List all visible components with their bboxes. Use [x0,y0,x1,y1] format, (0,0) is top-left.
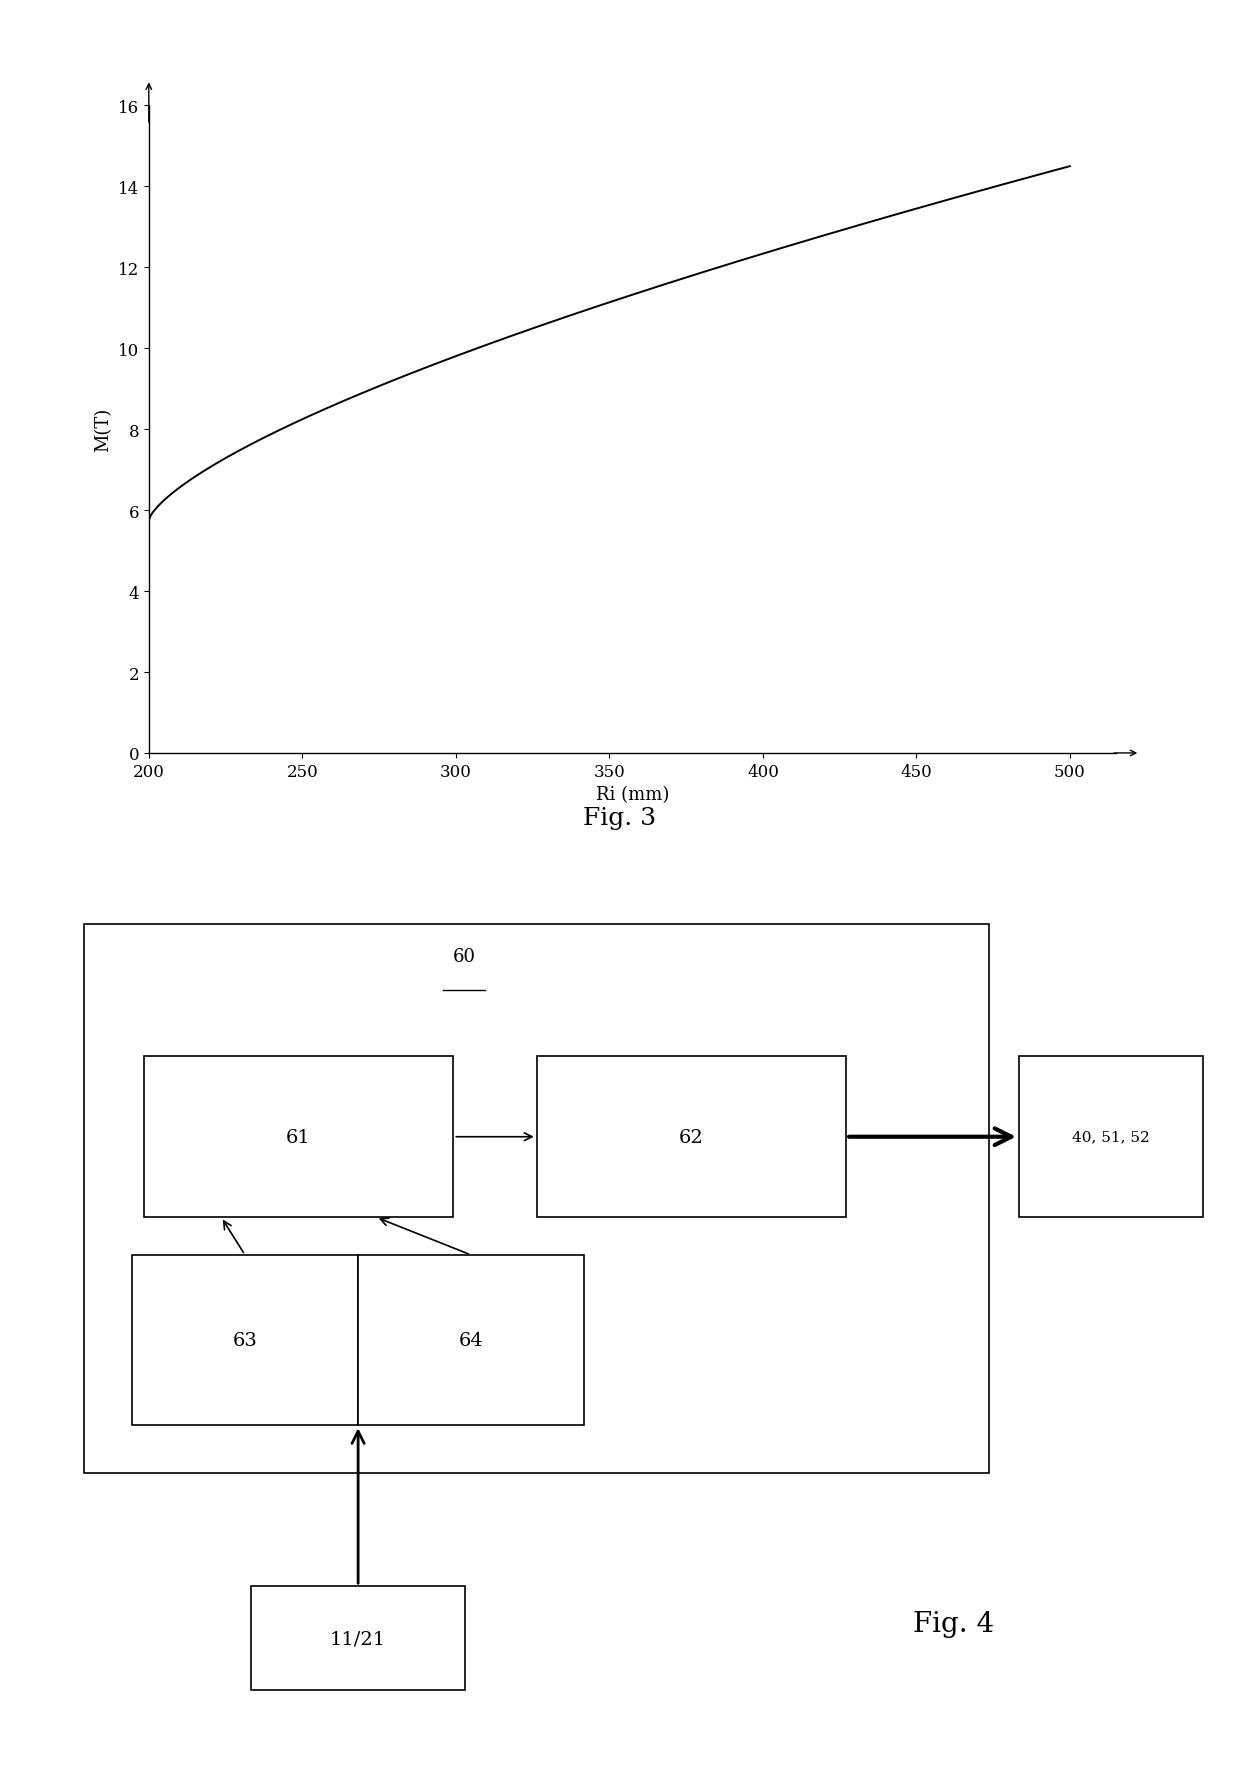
Bar [358,1255,584,1425]
Text: 40, 51, 52: 40, 51, 52 [1073,1129,1149,1144]
Text: 11/21: 11/21 [330,1629,386,1647]
Bar [537,1057,846,1218]
Text: 61: 61 [286,1128,311,1145]
Text: Fig. 3: Fig. 3 [584,807,656,830]
Y-axis label: M(T): M(T) [94,408,113,452]
Bar [131,1255,358,1425]
Bar [144,1057,454,1218]
Text: 62: 62 [680,1128,704,1145]
X-axis label: Ri (mm): Ri (mm) [595,785,670,803]
Text: Fig. 4: Fig. 4 [913,1610,994,1638]
Bar [1019,1057,1203,1218]
Text: 63: 63 [233,1332,258,1349]
Text: 64: 64 [459,1332,484,1349]
Bar [84,924,990,1473]
Bar [250,1587,465,1690]
Text: 60: 60 [453,949,476,966]
